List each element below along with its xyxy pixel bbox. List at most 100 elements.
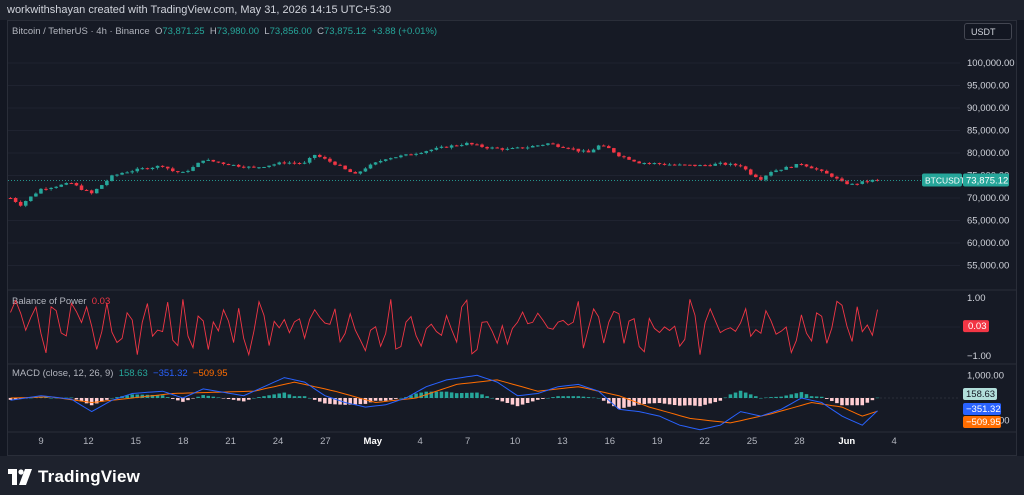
candle-body	[591, 149, 596, 153]
currency-button[interactable]: USDT	[964, 23, 1012, 40]
macd-hist-bar	[454, 393, 459, 398]
candle-body	[236, 164, 241, 167]
candle-body	[551, 143, 555, 145]
macd-hist-bar	[652, 398, 657, 404]
x-tick-label: 9	[38, 436, 43, 447]
macd-hist-bar	[733, 392, 738, 398]
macd-hist-bar	[566, 396, 570, 398]
candle-body	[343, 165, 347, 170]
macd-hist-bar	[551, 397, 555, 398]
candle-body	[556, 144, 560, 147]
macd-hist-bar	[470, 392, 474, 398]
macd-hist-bar	[723, 397, 728, 399]
macd-hist-bar	[855, 398, 859, 406]
macd-line	[10, 374, 878, 431]
candle-body	[54, 186, 58, 188]
candle-body	[677, 164, 682, 166]
chart-area[interactable]	[7, 20, 1017, 456]
macd-hist-bar	[728, 394, 733, 398]
macd-name: MACD	[12, 368, 40, 379]
macd-hist-bar	[135, 394, 140, 398]
macd-hist-bar	[206, 395, 211, 398]
macd-hist-bar	[708, 398, 712, 404]
macd-hist-bar	[282, 392, 287, 398]
low-value: 73,856.00	[269, 26, 312, 37]
x-tick-label: 7	[465, 436, 470, 447]
candle-body	[683, 164, 687, 166]
candle-body	[257, 167, 261, 169]
candle-body	[627, 156, 631, 160]
macd-tick-label: 1,000.00	[967, 370, 1004, 381]
candle-body	[754, 174, 758, 178]
macd-hist-bar	[667, 398, 672, 405]
macd-hist-bar	[586, 397, 591, 398]
macd-hist-bar	[835, 398, 839, 404]
bop-tick-label: 1.00	[967, 293, 986, 304]
macd-hist-bar	[627, 398, 631, 407]
candle-body	[723, 162, 728, 165]
macd-hist-bar	[216, 397, 221, 398]
candle-body	[252, 166, 256, 168]
candle-body	[383, 159, 388, 161]
bop-legend: Balance of Power 0.03	[12, 296, 110, 307]
candle-body	[748, 169, 753, 175]
macd-hist-bar	[419, 392, 423, 398]
bop-value: 0.03	[91, 296, 111, 307]
macd-hist-bar	[769, 397, 773, 398]
candle-body	[601, 145, 606, 147]
price-tick-label: 85,000.00	[967, 126, 1009, 137]
macd-hist-bar	[784, 395, 788, 398]
macd-hist-bar	[743, 392, 748, 398]
candle-body	[307, 157, 312, 163]
macd-hist-bar	[814, 396, 819, 398]
candle-body	[419, 152, 423, 154]
candle-body	[44, 188, 48, 190]
x-tick-label: 22	[699, 436, 710, 447]
candle-body	[404, 154, 408, 156]
header-caption: workwithshayan created with TradingView.…	[7, 4, 392, 16]
macd-hist-bar	[373, 398, 378, 401]
candle-body	[500, 148, 505, 150]
candle-body	[363, 168, 368, 172]
candle-body	[100, 185, 104, 189]
symbol-tag-text: BTCUSDT	[925, 176, 965, 186]
macd-hist-bar	[495, 398, 500, 400]
candle-body	[840, 178, 844, 182]
macd-hist-bar	[231, 398, 236, 400]
candle-body	[794, 164, 799, 168]
last-price-tag-bg	[963, 173, 1009, 187]
macd-hist-bar	[612, 398, 616, 407]
macd-signal-value: −509.95	[192, 368, 228, 379]
macd-hist-bar	[764, 397, 768, 399]
macd-hist-bar	[439, 391, 444, 398]
macd-hist-bar	[850, 398, 854, 406]
candle-body	[520, 147, 525, 149]
macd-hist-bar	[226, 398, 231, 400]
tradingview-logo-text: TradingView	[38, 467, 141, 486]
candle-body	[657, 163, 662, 165]
bop-last-tag-text: 0.03	[968, 321, 987, 332]
x-tick-label: 28	[794, 436, 805, 447]
macd-hist-bar	[13, 398, 18, 400]
high-label: H	[209, 26, 217, 37]
macd-hist-bar	[759, 398, 763, 399]
x-tick-label: 10	[510, 436, 521, 447]
candle-body	[135, 168, 140, 172]
tradingview-logo[interactable]: TradingView	[8, 467, 140, 487]
footer-bar: TradingView	[0, 456, 1024, 495]
macd-hist-bar	[176, 398, 180, 401]
candle-body	[196, 162, 200, 168]
macd-hist-bar	[485, 396, 489, 398]
macd-hist-bar	[444, 391, 449, 398]
macd-hist-bar	[647, 398, 652, 404]
macd-hist-bar	[520, 398, 525, 405]
macd-hist-bar	[277, 393, 282, 398]
macd-hist-bar	[125, 395, 129, 398]
macd-hist-bar	[196, 396, 200, 398]
candle-body	[34, 193, 38, 197]
macd-signal-tag-text: −509.95	[966, 417, 1001, 428]
macd-hist-bar	[29, 397, 33, 399]
candle-body	[186, 170, 190, 172]
macd-hist-bar	[475, 392, 479, 398]
candle-body	[287, 162, 292, 164]
